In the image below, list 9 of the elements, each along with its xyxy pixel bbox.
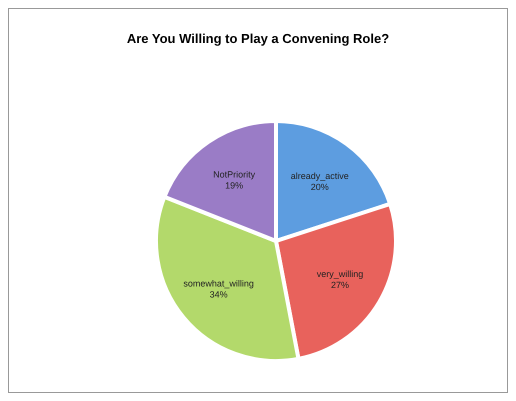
- slice-label: already_active: [290, 170, 349, 181]
- slice-label: somewhat_willing: [183, 278, 254, 288]
- data-label: 27%: [331, 280, 350, 290]
- data-label: 20%: [310, 182, 329, 192]
- data-label: 34%: [210, 289, 228, 300]
- chart-title: Are You Willing to Play a Convening Role?: [126, 31, 390, 46]
- data-label: 19%: [225, 180, 244, 190]
- slice-label: very_willing: [316, 268, 364, 279]
- slice-label: NotPriority: [213, 169, 256, 180]
